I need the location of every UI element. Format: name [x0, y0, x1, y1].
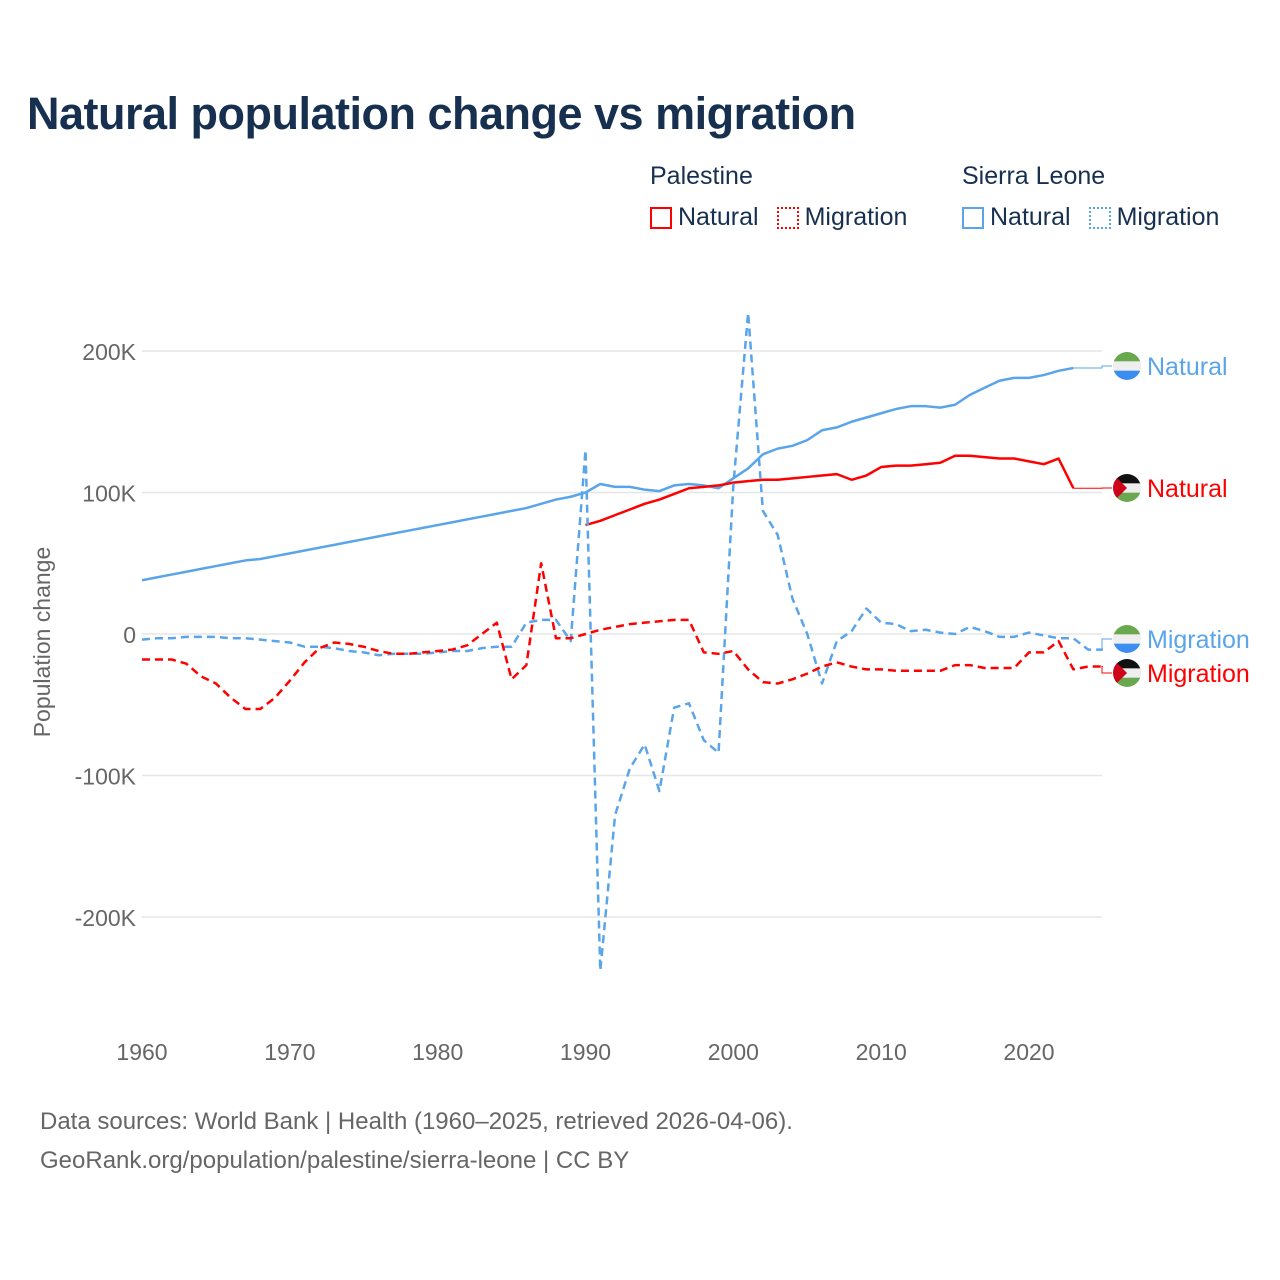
legend-item-palestine-migration[interactable]: Migration	[776, 203, 908, 232]
flag-triangle	[1113, 474, 1127, 502]
flag-stripe	[1113, 492, 1141, 502]
legend-group-sierra-leone: Sierra Leone Natural Migration	[962, 162, 1219, 232]
legend-item-sierra-leone-migration[interactable]: Migration	[1088, 203, 1220, 232]
flag-stripe	[1113, 659, 1141, 669]
flag-stripe	[1113, 370, 1141, 380]
footer-link[interactable]: GeoRank.org/population/palestine/sierra-…	[40, 1147, 630, 1174]
y-tick-label: 100K	[82, 481, 136, 507]
footer-sources: Data sources: World Bank | Health (1960–…	[40, 1108, 793, 1135]
y-tick-label: 200K	[82, 339, 136, 365]
end-connector	[1073, 365, 1112, 369]
flag-stripe	[1113, 474, 1141, 484]
series-line	[141, 311, 1103, 973]
legend-title: Sierra Leone	[962, 162, 1106, 190]
legend-swatch	[650, 206, 672, 229]
legend-label: Natural	[990, 203, 1071, 231]
flag-stripe	[1113, 352, 1141, 362]
x-tick-label: 1990	[560, 1039, 611, 1065]
y-axis-label: Population change	[29, 547, 55, 738]
chart-title: Natural population change vs migration	[27, 88, 856, 139]
y-tick-label: -100K	[75, 764, 137, 790]
sierra-leone-flag-icon	[1113, 625, 1141, 653]
sierra-leone-flag-icon	[1113, 352, 1141, 380]
legend-item-sierra-leone-natural[interactable]: Natural	[962, 203, 1071, 232]
legend-swatch	[1088, 206, 1111, 229]
legend-title: Palestine	[650, 162, 753, 190]
x-tick-label: 1970	[264, 1039, 315, 1065]
flag-triangle	[1113, 659, 1127, 687]
end-label: Natural	[1147, 475, 1228, 503]
legend-swatch	[776, 206, 799, 229]
legend-group-palestine: Palestine Natural Migration	[650, 162, 907, 232]
legend-label: Migration	[804, 203, 908, 231]
end-label: Natural	[1147, 353, 1228, 381]
flag-stripe	[1113, 483, 1141, 494]
legend-label: Natural	[678, 203, 759, 231]
flag-stripe	[1113, 361, 1141, 372]
flag-stripe	[1113, 668, 1141, 679]
legend-item-palestine-natural[interactable]: Natural	[650, 203, 759, 232]
end-label: Migration	[1147, 626, 1250, 654]
y-tick-label: -200K	[75, 905, 137, 931]
series-line	[142, 562, 1103, 711]
x-tick-label: 2020	[1003, 1039, 1054, 1065]
x-tick-label: 1960	[116, 1039, 167, 1065]
legend-label: Migration	[1116, 203, 1220, 231]
series-line	[585, 454, 1075, 527]
y-tick-label: 0	[123, 622, 136, 648]
x-tick-label: 1980	[412, 1039, 463, 1065]
end-connector	[1101, 666, 1112, 674]
legend-swatch	[962, 206, 984, 229]
end-label: Migration	[1147, 660, 1250, 688]
flag-stripe	[1113, 643, 1141, 653]
x-tick-label: 2010	[856, 1039, 907, 1065]
series-line	[141, 366, 1074, 582]
flag-stripe	[1113, 634, 1141, 645]
palestine-flag-icon	[1113, 474, 1141, 502]
x-tick-label: 2000	[708, 1039, 759, 1065]
end-connector	[1101, 638, 1112, 651]
flag-stripe	[1113, 625, 1141, 635]
flag-stripe	[1113, 677, 1141, 687]
palestine-flag-icon	[1113, 659, 1141, 687]
